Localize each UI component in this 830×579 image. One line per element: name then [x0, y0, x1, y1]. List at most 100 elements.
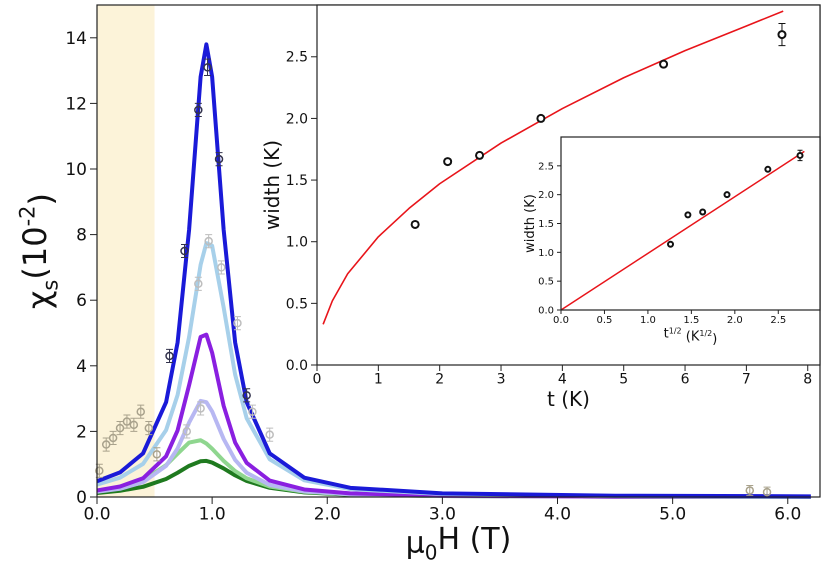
data-point	[214, 154, 224, 164]
data-point	[233, 318, 242, 328]
x-tick-label: 7	[742, 372, 751, 388]
y-tick-label: 2	[76, 422, 87, 442]
label-part: )	[712, 332, 717, 347]
x-tick-label: 0.0	[83, 504, 110, 524]
fit-line	[322, 10, 784, 325]
error-bar	[109, 430, 117, 446]
x-tick-label: 2.5	[770, 315, 786, 326]
error-bar	[130, 417, 138, 432]
data-point	[667, 240, 675, 248]
x-tick-label: 6	[681, 372, 690, 388]
label-part: 1/2	[669, 326, 682, 335]
y-tick-label: 4	[76, 357, 87, 377]
data-point	[108, 433, 118, 443]
data-point	[777, 30, 787, 40]
data-point	[248, 407, 257, 416]
data-point	[165, 351, 174, 361]
data-point	[536, 113, 546, 123]
label-part: s	[38, 280, 62, 291]
error-bar	[137, 404, 145, 419]
x-tick-label: 0.5	[597, 315, 613, 326]
data-point	[410, 219, 420, 229]
data-point	[194, 105, 203, 115]
y-tick-label: 14	[65, 29, 87, 49]
axis-label: χs(10-2)	[16, 193, 63, 309]
x-tick-label: 2.0	[314, 504, 341, 524]
data-point	[204, 236, 213, 246]
data-point	[684, 211, 692, 219]
axis-label: width (K)	[260, 140, 284, 230]
label-part: width (K)	[523, 194, 538, 253]
y-tick-label: 2.5	[538, 161, 554, 172]
label-part: t	[664, 327, 669, 342]
y-tick-label: 12	[65, 94, 87, 114]
data-point	[152, 450, 162, 459]
data-point	[242, 391, 251, 400]
error-bar	[194, 102, 202, 118]
error-bar	[116, 421, 124, 436]
x-tick-label: 2	[435, 372, 444, 388]
x-tick-label: 3	[497, 372, 506, 388]
y-tick-label: 1.5	[286, 173, 308, 189]
label-part: χ	[20, 291, 58, 309]
error-bar	[102, 437, 110, 452]
y-tick-label: 6	[76, 291, 87, 311]
x-tick-label: 8	[803, 372, 812, 388]
label-part: )	[22, 193, 60, 205]
y-tick-label: 0.5	[286, 296, 308, 312]
data-point	[659, 59, 669, 69]
error-bar	[145, 421, 153, 436]
x-tick-label: 4	[558, 372, 567, 388]
data-point	[443, 157, 453, 167]
x-tick-label: 0.0	[553, 315, 569, 326]
x-tick-label: 1.5	[683, 315, 699, 326]
error-bar	[205, 234, 213, 249]
x-tick-label: 4.0	[544, 504, 571, 524]
y-tick-label: 1.5	[538, 219, 554, 230]
axis-label: width (K)	[523, 194, 538, 253]
label-part: H (T)	[438, 522, 512, 557]
y-tick-label: 1.0	[286, 235, 308, 251]
error-bar	[123, 414, 131, 429]
x-tick-label: 1.0	[640, 315, 656, 326]
y-tick-label: 0.5	[538, 277, 554, 288]
x-tick-label: 0	[313, 372, 322, 388]
data-point	[144, 423, 154, 433]
error-bar	[233, 316, 241, 331]
error-bar	[197, 401, 205, 416]
y-tick-label: 2.5	[286, 50, 308, 66]
error-bar	[217, 260, 225, 275]
fit-line	[96, 438, 811, 499]
label-part: 0	[425, 541, 438, 565]
error-bar	[183, 424, 191, 439]
data-point	[129, 420, 139, 430]
label-part: t (K)	[547, 387, 590, 411]
data-point	[475, 150, 485, 160]
data-point	[762, 487, 772, 497]
data-point	[196, 404, 205, 413]
y-tick-label: 10	[65, 160, 87, 180]
x-tick-label: 5	[619, 372, 628, 388]
label-part: -2	[16, 205, 40, 226]
x-tick-label: 1	[374, 372, 383, 388]
data-point	[182, 427, 192, 436]
axis-label: t (K)	[547, 387, 590, 411]
x-tick-label: 6.0	[774, 504, 801, 524]
data-point	[95, 466, 104, 476]
error-bar	[215, 152, 223, 167]
error-bar	[153, 447, 161, 462]
y-tick-label: 0.0	[286, 358, 308, 374]
label-part: (10	[16, 226, 54, 279]
data-point	[796, 151, 804, 159]
y-tick-label: 0.0	[538, 306, 554, 317]
label-part: (K	[682, 329, 700, 344]
data-point	[764, 165, 772, 173]
data-point	[217, 263, 226, 272]
fit-line	[560, 150, 805, 311]
data-point	[723, 191, 731, 199]
data-point	[203, 63, 212, 72]
data-point	[265, 430, 274, 439]
data-point	[699, 208, 707, 216]
